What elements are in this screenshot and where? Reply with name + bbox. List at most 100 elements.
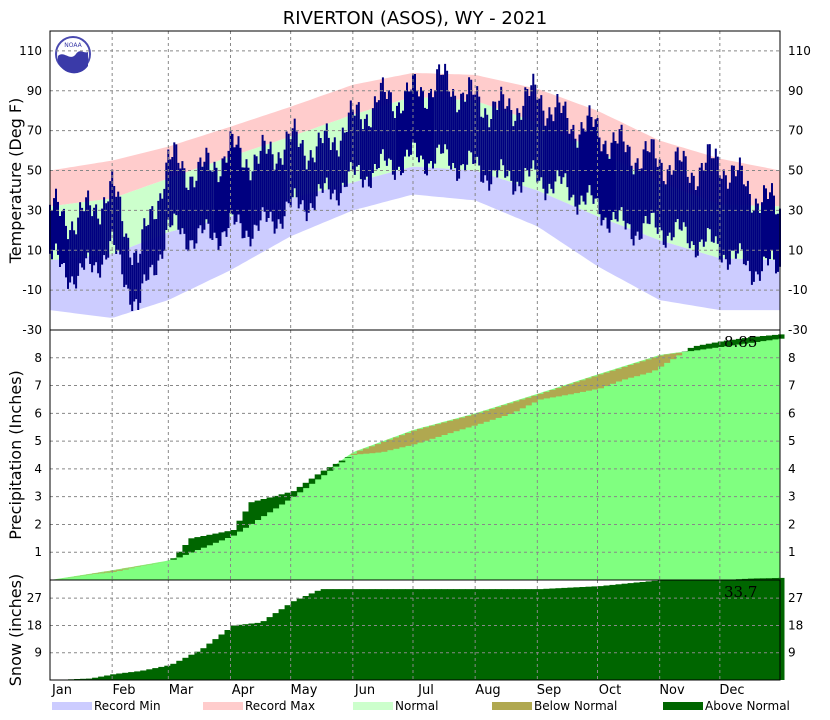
above-normal-segment [272,495,280,509]
y-tick-label-right: 110 [788,44,811,58]
y-tick-label-right: 30 [788,203,803,217]
above-normal-segment [290,491,298,497]
precipitation-panel: 8.85 1 1 2 2 3 3 4 4 5 5 6 6 7 7 8 8 Precipitation (Inche… [6,329,796,581]
above-normal-segment [104,675,111,680]
below-normal-segment [98,572,105,574]
legend-item: Record Min [52,699,161,713]
above-normal-segment [248,623,255,680]
above-normal-segment [194,651,201,680]
y-tick-label-right: 3 [788,490,796,504]
legend-label: Below Normal [534,699,617,713]
y-tick-label-left: 6 [34,406,42,420]
above-normal-segment [158,666,165,680]
above-normal-segment [639,582,647,680]
below-normal-segment [621,366,629,380]
below-normal-segment [483,410,490,422]
above-normal-segment [741,338,749,344]
y-tick-label-left: 5 [34,434,42,448]
below-normal-segment [411,430,418,445]
below-normal-segment [639,361,647,375]
above-normal-segment [525,589,532,680]
snow-frame [49,579,781,681]
legend-label: Above Normal [705,699,790,713]
above-normal-segment [182,657,189,680]
above-normal-segment [753,336,761,342]
above-normal-segment [399,589,406,680]
above-normal-segment [338,460,346,463]
above-normal-segment [759,336,767,342]
above-normal-segment [585,586,592,680]
y-tick-label-left: 7 [34,379,42,393]
above-normal-segment [766,578,773,680]
y-tick-label-right: 18 [788,618,803,632]
below-normal-segment [489,408,496,420]
above-normal-segment [453,589,460,680]
above-normal-segment [188,654,195,680]
above-normal-segment [356,589,364,680]
above-normal-segment [459,589,466,680]
below-normal-segment [531,395,538,403]
above-normal-segment [320,470,328,476]
below-normal-segment [92,573,99,574]
above-normal-segment [669,580,677,680]
above-normal-segment [429,589,436,680]
y-tick-label-left: 9 [34,646,42,660]
y-tick-label-left: 70 [27,124,42,138]
above-normal-segment [86,678,93,680]
below-normal-segment [399,435,406,448]
precipitation-observed-steps [56,334,785,580]
above-normal-segment [236,520,243,532]
above-normal-segment [212,533,219,543]
above-normal-segment [513,589,520,680]
below-normal-segment [543,391,550,399]
above-normal-segment [609,584,616,680]
above-normal-segment [230,530,237,536]
temperature-grid [50,31,780,330]
y-tick-label-right: 7 [788,379,796,393]
above-normal-segment [242,511,249,528]
above-normal-segment [242,624,249,680]
below-normal-segment [537,393,544,400]
above-normal-segment [711,342,719,348]
above-normal-segment [98,676,105,680]
month-label: May [291,683,318,698]
above-normal-segment [705,580,713,680]
below-normal-segment [495,407,502,418]
precipitation-y-axis-label: Precipitation (Inches) [6,370,25,540]
below-normal-segment [669,353,677,360]
y-tick-label-right: 5 [788,434,796,448]
above-normal-segment [344,589,352,680]
above-normal-segment [705,343,713,349]
above-normal-segment [405,589,412,680]
below-normal-segment [447,420,454,434]
above-normal-segment [290,601,298,680]
y-tick-label-right: 90 [788,84,803,98]
y-tick-label-right: 1 [788,545,796,559]
above-normal-segment [651,580,659,680]
above-normal-segment [116,673,123,680]
svg-text:NOAA: NOAA [64,42,82,49]
above-normal-segment [224,531,231,538]
snow-y-axis-label: Snow (inches) [6,574,25,686]
above-normal-segment [766,335,773,341]
legend-item: Normal [353,699,438,713]
above-normal-segment [176,551,183,558]
y-tick-label-right: 4 [788,462,796,476]
below-normal-segment [615,368,622,382]
above-normal-segment [284,492,292,501]
below-normal-segment [368,446,376,454]
below-normal-segment [525,397,532,406]
above-normal-segment [260,621,268,680]
above-normal-segment [170,558,177,560]
above-normal-segment [296,486,304,493]
above-normal-segment [170,663,177,680]
temperature-panel: -30 -30 -10 -10 10 10 30 30 50 50 70 70 90 90 110 110 Te… [6,30,811,337]
below-normal-segment [645,359,653,373]
below-normal-segment [573,382,580,394]
legend-swatch [203,702,243,710]
below-normal-segment [104,571,111,573]
legend-swatch [663,702,703,710]
month-label: Nov [659,683,685,698]
below-normal-segment [459,417,466,430]
